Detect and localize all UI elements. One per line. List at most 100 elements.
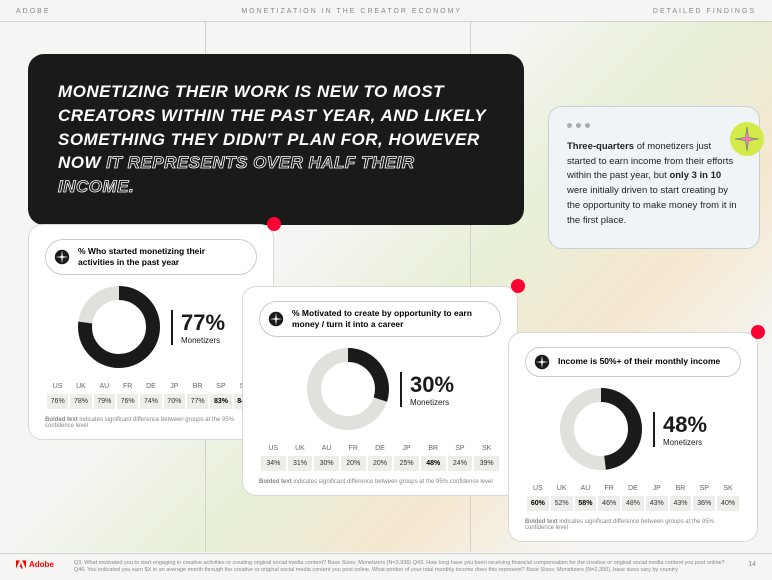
country-header: DE bbox=[368, 443, 393, 454]
donut-row: 30%Monetizers bbox=[259, 347, 501, 431]
percent-sub: Monetizers bbox=[181, 336, 225, 345]
country-header: US bbox=[47, 381, 68, 392]
burst-icon bbox=[54, 249, 70, 265]
card-footnote: Bolded text indicates significant differ… bbox=[259, 479, 501, 485]
country-value: 77% bbox=[187, 394, 208, 409]
country-header: UK bbox=[70, 381, 91, 392]
country-header: JP bbox=[646, 483, 668, 494]
burst-icon bbox=[268, 311, 284, 327]
country-value: 48% bbox=[622, 496, 644, 511]
burst-icon bbox=[534, 354, 550, 370]
country-header: BR bbox=[187, 381, 208, 392]
page-footer: Adobe Q3. What motivated you to start en… bbox=[0, 553, 772, 580]
country-value: 60% bbox=[527, 496, 549, 511]
card-title-pill: Income is 50%+ of their monthly income bbox=[525, 347, 741, 377]
country-value: 43% bbox=[670, 496, 692, 511]
country-value: 24% bbox=[448, 456, 473, 471]
red-dot-icon bbox=[267, 217, 281, 231]
country-value: 34% bbox=[261, 456, 286, 471]
country-header: SP bbox=[693, 483, 715, 494]
country-value: 76% bbox=[47, 394, 68, 409]
country-header: AU bbox=[314, 443, 339, 454]
big-percent: 77%Monetizers bbox=[171, 310, 225, 345]
country-table: USUKAUFRDEJPBRSPSK60%52%58%46%48%43%43%3… bbox=[525, 481, 741, 513]
adobe-logo-text: Adobe bbox=[29, 560, 54, 570]
country-value: 78% bbox=[70, 394, 91, 409]
country-header: BR bbox=[421, 443, 446, 454]
headline-main: MONETIZING THEIR WORK IS NEW TO MOST CRE… bbox=[58, 82, 486, 149]
country-header: US bbox=[261, 443, 286, 454]
adobe-logo: Adobe bbox=[16, 560, 54, 570]
country-value: 83% bbox=[210, 394, 231, 409]
country-value: 76% bbox=[117, 394, 138, 409]
sparkle-badge bbox=[730, 122, 764, 156]
country-value: 79% bbox=[94, 394, 115, 409]
headline-now: NOW bbox=[58, 153, 101, 172]
percent-sub: Monetizers bbox=[410, 398, 454, 407]
country-header: UK bbox=[288, 443, 313, 454]
country-header: US bbox=[527, 483, 549, 494]
country-value: 70% bbox=[164, 394, 185, 409]
card-title-text: % Who started monetizing their activitie… bbox=[78, 246, 242, 268]
country-value: 20% bbox=[341, 456, 366, 471]
card-footnote: Bolded text indicates significant differ… bbox=[45, 417, 257, 429]
country-value: 39% bbox=[474, 456, 499, 471]
country-value: 52% bbox=[551, 496, 573, 511]
country-header: FR bbox=[598, 483, 620, 494]
insight-sidebox: Three-quarters of monetizers just starte… bbox=[548, 106, 760, 249]
card-title-pill: % Motivated to create by opportunity to … bbox=[259, 301, 501, 337]
red-dot-icon bbox=[511, 279, 525, 293]
country-header: SP bbox=[210, 381, 231, 392]
stat-card-1: % Who started monetizing their activitie… bbox=[28, 224, 274, 440]
country-header: BR bbox=[670, 483, 692, 494]
country-header: AU bbox=[575, 483, 597, 494]
sidebox-text: Three-quarters of monetizers just starte… bbox=[567, 140, 741, 228]
donut-row: 77%Monetizers bbox=[45, 285, 257, 369]
country-value: 36% bbox=[693, 496, 715, 511]
country-value: 31% bbox=[288, 456, 313, 471]
country-header: FR bbox=[117, 381, 138, 392]
page-header: ADOBE MONETIZATION IN THE CREATOR ECONOM… bbox=[0, 0, 772, 22]
card-title-text: Income is 50%+ of their monthly income bbox=[558, 356, 720, 367]
country-header: SK bbox=[474, 443, 499, 454]
country-value: 40% bbox=[717, 496, 739, 511]
country-header: SK bbox=[717, 483, 739, 494]
stat-card-3: Income is 50%+ of their monthly income 48… bbox=[508, 332, 758, 542]
country-value: 43% bbox=[646, 496, 668, 511]
country-header: JP bbox=[394, 443, 419, 454]
percent-sub: Monetizers bbox=[663, 438, 707, 447]
card-title-text: % Motivated to create by opportunity to … bbox=[292, 308, 486, 330]
header-right: DETAILED FINDINGS bbox=[653, 8, 756, 15]
country-header: SP bbox=[448, 443, 473, 454]
big-percent: 30%Monetizers bbox=[400, 372, 454, 407]
country-header: FR bbox=[341, 443, 366, 454]
country-value: 74% bbox=[140, 394, 161, 409]
sidebox-dots bbox=[567, 123, 741, 128]
adobe-logo-icon bbox=[16, 560, 26, 569]
country-value: 46% bbox=[598, 496, 620, 511]
country-header: AU bbox=[94, 381, 115, 392]
red-dot-icon bbox=[751, 325, 765, 339]
country-value: 48% bbox=[421, 456, 446, 471]
headline-outline: IT REPRESENTS OVER HALF THEIR INCOME. bbox=[58, 153, 415, 196]
country-header: UK bbox=[551, 483, 573, 494]
header-left: ADOBE bbox=[16, 8, 51, 15]
sparkle-icon bbox=[734, 126, 760, 152]
header-center: MONETIZATION IN THE CREATOR ECONOMY bbox=[241, 8, 462, 15]
main-canvas: MONETIZING THEIR WORK IS NEW TO MOST CRE… bbox=[0, 22, 772, 552]
stat-card-2: % Motivated to create by opportunity to … bbox=[242, 286, 518, 496]
card-footnote: Bolded text indicates significant differ… bbox=[525, 519, 741, 531]
page-number: 14 bbox=[748, 560, 756, 569]
country-value: 20% bbox=[368, 456, 393, 471]
country-table: USUKAUFRDEJPBRSPSK34%31%30%20%20%25%48%2… bbox=[259, 441, 501, 473]
country-header: JP bbox=[164, 381, 185, 392]
country-header: DE bbox=[140, 381, 161, 392]
headline-block: MONETIZING THEIR WORK IS NEW TO MOST CRE… bbox=[28, 54, 524, 225]
country-value: 58% bbox=[575, 496, 597, 511]
country-table: USUKAUFRDEJPBRSPSK76%78%79%76%74%70%77%8… bbox=[45, 379, 257, 411]
footer-question-text: Q3. What motivated you to start engaging… bbox=[74, 560, 728, 574]
country-value: 25% bbox=[394, 456, 419, 471]
country-value: 30% bbox=[314, 456, 339, 471]
country-header: DE bbox=[622, 483, 644, 494]
card-title-pill: % Who started monetizing their activitie… bbox=[45, 239, 257, 275]
